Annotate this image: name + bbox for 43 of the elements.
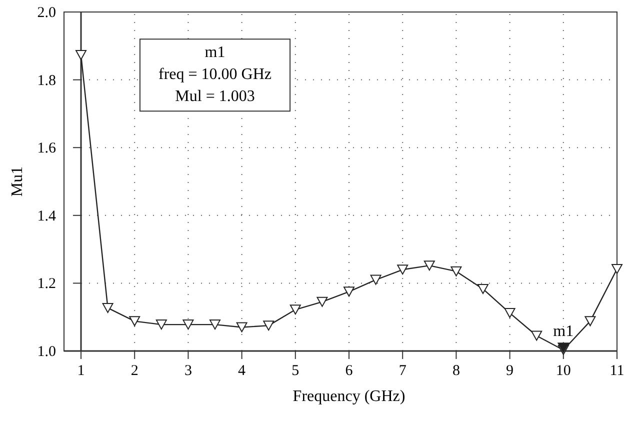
y-tick-label: 1.0	[37, 344, 56, 360]
annotation: Mul = 1.003	[175, 88, 255, 106]
x-tick-label: 2	[130, 363, 138, 379]
point	[531, 330, 542, 341]
point	[478, 284, 488, 294]
x-tick-label: 11	[610, 363, 624, 379]
point	[584, 316, 596, 326]
annotation: m1	[204, 44, 226, 62]
y-tick-label: 1.6	[37, 140, 56, 157]
point	[129, 316, 140, 326]
x-axis-title: Frequency (GHz)	[292, 388, 406, 405]
y-tick-label: 2.0	[37, 5, 56, 21]
point	[156, 320, 167, 330]
x-tick-label: 7	[398, 363, 407, 379]
point	[370, 274, 382, 285]
point	[263, 320, 274, 331]
point	[316, 296, 328, 307]
point	[210, 320, 220, 330]
point	[450, 266, 462, 276]
point	[424, 260, 435, 271]
y-tick-label: 1.8	[37, 72, 56, 89]
y-axis-title: Mu1	[9, 166, 26, 197]
x-tick-label: 5	[292, 363, 300, 379]
x-tick-label: 6	[345, 363, 354, 379]
point	[102, 302, 114, 313]
point	[612, 264, 622, 274]
point	[504, 308, 516, 318]
x-tick-label: 4	[238, 363, 246, 379]
x-tick-label: 3	[184, 363, 192, 379]
x-tick-label: 8	[452, 363, 460, 379]
point	[236, 322, 248, 332]
point	[397, 264, 408, 275]
point	[76, 50, 86, 60]
annotation: freq = 10.00 GHz	[158, 66, 272, 84]
annotation: m1	[553, 322, 574, 340]
point	[182, 320, 194, 330]
point	[290, 304, 301, 315]
x-tick-label: 10	[556, 363, 571, 379]
x-tick-label: 1	[77, 363, 85, 379]
point	[344, 286, 354, 297]
y-tick-label: 1.2	[37, 276, 56, 292]
y-tick-label: 1.4	[37, 208, 56, 224]
x-tick-label: 9	[506, 363, 514, 379]
